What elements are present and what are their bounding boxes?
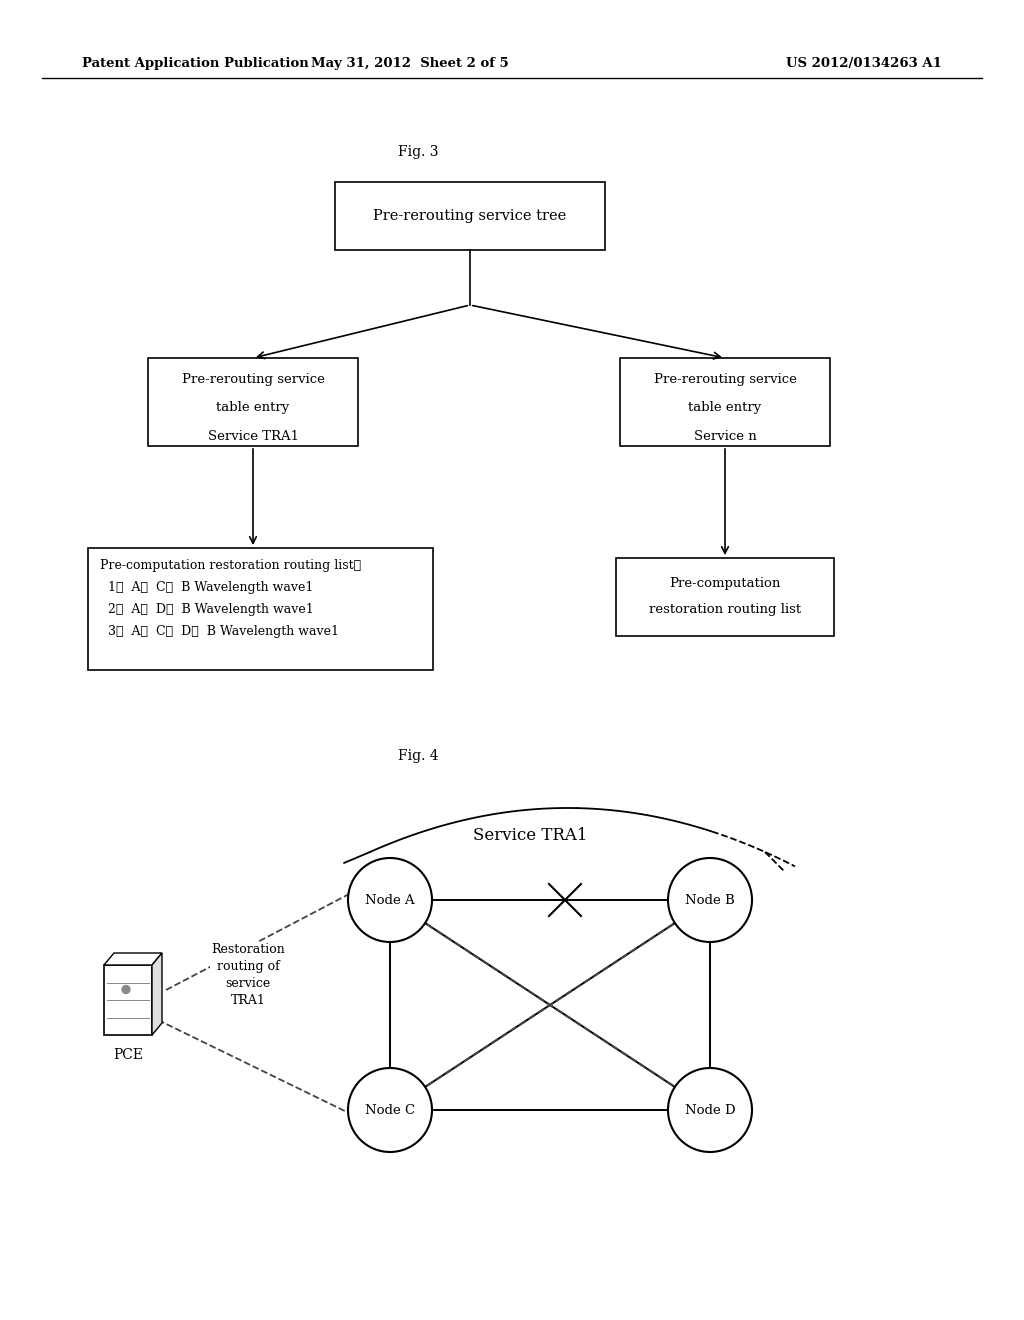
Text: 3，  A，  C，  D，  B Wavelength wave1: 3， A， C， D， B Wavelength wave1: [100, 626, 339, 639]
Text: May 31, 2012  Sheet 2 of 5: May 31, 2012 Sheet 2 of 5: [311, 57, 509, 70]
Bar: [335, 182, 605, 249]
Text: Node D: Node D: [685, 1104, 735, 1117]
Bar: [104, 965, 152, 1035]
Text: Pre-rerouting service: Pre-rerouting service: [181, 374, 325, 387]
Text: US 2012/0134263 A1: US 2012/0134263 A1: [786, 57, 942, 70]
Bar: [616, 558, 834, 636]
Text: Pre-rerouting service: Pre-rerouting service: [653, 374, 797, 387]
Text: Service TRA1: Service TRA1: [208, 429, 299, 442]
Polygon shape: [152, 953, 162, 1035]
Text: Restoration
routing of
service
TRA1: Restoration routing of service TRA1: [211, 942, 285, 1007]
Text: table entry: table entry: [688, 401, 762, 414]
Circle shape: [348, 858, 432, 942]
Circle shape: [668, 858, 752, 942]
Text: Fig. 3: Fig. 3: [397, 145, 438, 158]
Text: table entry: table entry: [216, 401, 290, 414]
Text: Patent Application Publication: Patent Application Publication: [82, 57, 309, 70]
Bar: [148, 358, 358, 446]
Text: Node C: Node C: [365, 1104, 415, 1117]
Text: Service TRA1: Service TRA1: [473, 826, 587, 843]
Circle shape: [122, 986, 130, 994]
Text: Fig. 4: Fig. 4: [397, 748, 438, 763]
Text: restoration routing list: restoration routing list: [649, 603, 801, 616]
Bar: [620, 358, 830, 446]
Circle shape: [348, 1068, 432, 1152]
Text: PCE: PCE: [113, 1048, 143, 1063]
Text: Node B: Node B: [685, 894, 735, 907]
Circle shape: [668, 1068, 752, 1152]
Text: 2，  A，  D，  B Wavelength wave1: 2， A， D， B Wavelength wave1: [100, 603, 313, 616]
Bar: [88, 548, 433, 671]
Text: Pre-rerouting service tree: Pre-rerouting service tree: [374, 209, 566, 223]
Text: 1，  A，  C，  B Wavelength wave1: 1， A， C， B Wavelength wave1: [100, 582, 313, 594]
Text: Node A: Node A: [366, 894, 415, 907]
Text: Service n: Service n: [693, 429, 757, 442]
Polygon shape: [104, 953, 162, 965]
Text: Pre-computation restoration routing list：: Pre-computation restoration routing list…: [100, 560, 361, 573]
Text: Pre-computation: Pre-computation: [670, 577, 780, 590]
